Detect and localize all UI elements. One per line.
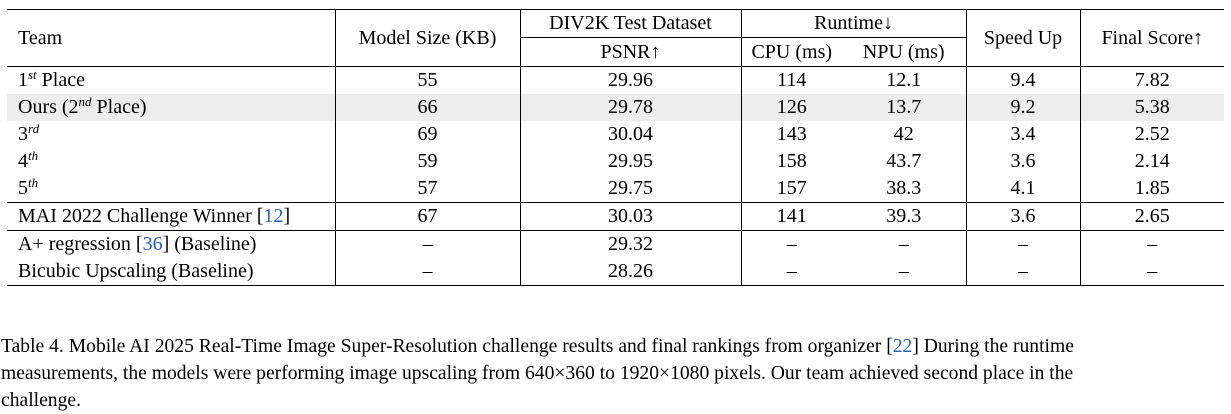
header-runtime: Runtime↓ <box>741 9 967 38</box>
table-row: A+ regression [36] (Baseline) – 29.32 – … <box>7 230 1225 258</box>
speed-up-cell: 9.4 <box>966 66 1081 94</box>
npu-cell: 13.7 <box>842 94 967 121</box>
header-cpu: CPU (ms) <box>741 37 842 67</box>
npu-cell: – <box>842 258 967 286</box>
cpu-cell: – <box>741 258 842 286</box>
team-cell: 1st Place <box>7 66 336 94</box>
psnr-cell: 29.75 <box>520 175 742 203</box>
citation-link[interactable]: 22 <box>892 336 913 357</box>
header-speed-up: Speed Up <box>966 9 1081 67</box>
model-size-cell: 57 <box>335 175 521 203</box>
team-cell: 5th <box>7 175 336 203</box>
final-score-cell: 2.14 <box>1134 150 1170 173</box>
team-cell: MAI 2022 Challenge Winner [12] <box>7 202 336 231</box>
header-dataset: DIV2K Test Dataset <box>520 9 742 38</box>
table-caption: Table 4. Mobile AI 2025 Real-Time Image … <box>1 333 1229 414</box>
results-table: Team Model Size (KB) DIV2K Test Dataset … <box>7 9 1225 286</box>
npu-cell: 43.7 <box>842 148 967 175</box>
psnr-cell: 29.95 <box>520 148 742 175</box>
model-size-cell: – <box>335 258 521 286</box>
team-cell: 3rd <box>7 121 336 148</box>
npu-cell: – <box>842 230 967 258</box>
speed-up-cell: 3.6 <box>966 202 1081 231</box>
psnr-cell: 30.03 <box>520 202 742 231</box>
cpu-cell: 157 <box>776 177 807 200</box>
caption-line: Table 4. Mobile AI 2025 Real-Time Image … <box>1 336 1074 357</box>
team-cell: Bicubic Upscaling (Baseline) <box>7 258 336 286</box>
table-row: MAI 2022 Challenge Winner [12] 67 30.03 … <box>7 202 1225 231</box>
model-size-cell: 69 <box>335 121 521 148</box>
table-row: 4th 59 29.95 158 43.7 3.6 2.14 <box>7 148 1224 175</box>
final-score-cell: 1.85 <box>1134 177 1170 200</box>
table-row: 5th 57 29.75 157 38.3 4.1 1.85 <box>7 175 1224 203</box>
model-size-cell: 67 <box>335 202 521 231</box>
model-size-cell: 59 <box>335 148 521 175</box>
header-model-size: Model Size (KB) <box>335 9 521 67</box>
table-row: 3rd 69 30.04 143 42 3.4 2.52 <box>7 121 1224 148</box>
team-cell: Ours (2nd Place) <box>7 94 336 121</box>
header-final-score: Final Score↑ <box>1080 9 1225 67</box>
header-npu: NPU (ms) <box>842 37 967 67</box>
header-team: Team <box>7 9 336 67</box>
caption-line: measurements, the models were performing… <box>1 363 1074 384</box>
table-row: 1st Place 55 29.96 114 12.1 9.4 7.82 <box>7 66 1224 94</box>
npu-cell: 42 <box>842 121 967 148</box>
team-cell: 4th <box>7 148 336 175</box>
cpu-cell: 141 <box>741 202 842 231</box>
speed-up-cell: – <box>966 258 1081 286</box>
cpu-cell: 126 <box>741 94 842 121</box>
speed-up-cell: – <box>966 230 1081 258</box>
table-row-highlighted: Ours (2nd Place) 66 29.78 126 13.7 9.2 5… <box>7 94 1225 121</box>
cpu-cell: 143 <box>776 123 807 146</box>
model-size-cell: – <box>335 230 521 258</box>
model-size-cell: 66 <box>335 94 521 121</box>
final-score-cell: 5.38 <box>1080 94 1225 121</box>
table-row: Bicubic Upscaling (Baseline) – 28.26 – –… <box>7 258 1225 286</box>
npu-cell: 12.1 <box>842 66 967 94</box>
citation-link[interactable]: 36 <box>142 233 163 256</box>
psnr-cell: 29.96 <box>520 66 742 94</box>
cpu-cell: – <box>741 230 842 258</box>
citation-link[interactable]: 12 <box>263 205 284 228</box>
npu-cell: 38.3 <box>842 175 967 203</box>
psnr-cell: 29.78 <box>520 94 742 121</box>
psnr-cell: 30.04 <box>520 121 742 148</box>
final-score-cell: 2.65 <box>1080 202 1225 231</box>
final-score-cell: 2.52 <box>1134 123 1170 146</box>
model-size-cell: 55 <box>335 66 521 94</box>
speed-up-cell: 4.1 <box>966 175 1081 203</box>
header-psnr: PSNR↑ <box>520 37 742 67</box>
psnr-cell: 28.26 <box>520 258 742 286</box>
final-score-cell: 7.82 <box>1134 69 1170 92</box>
speed-up-cell: 3.6 <box>966 148 1081 175</box>
caption-line: challenge. <box>1 390 81 411</box>
final-score-cell: – <box>1080 258 1225 286</box>
cpu-cell: 114 <box>777 69 807 92</box>
psnr-cell: 29.32 <box>520 230 742 258</box>
speed-up-cell: 3.4 <box>966 121 1081 148</box>
team-cell: A+ regression [36] (Baseline) <box>7 230 336 258</box>
cpu-cell: 158 <box>776 150 807 173</box>
final-score-cell: – <box>1080 230 1225 258</box>
npu-cell: 39.3 <box>842 202 967 231</box>
speed-up-cell: 9.2 <box>966 94 1081 121</box>
